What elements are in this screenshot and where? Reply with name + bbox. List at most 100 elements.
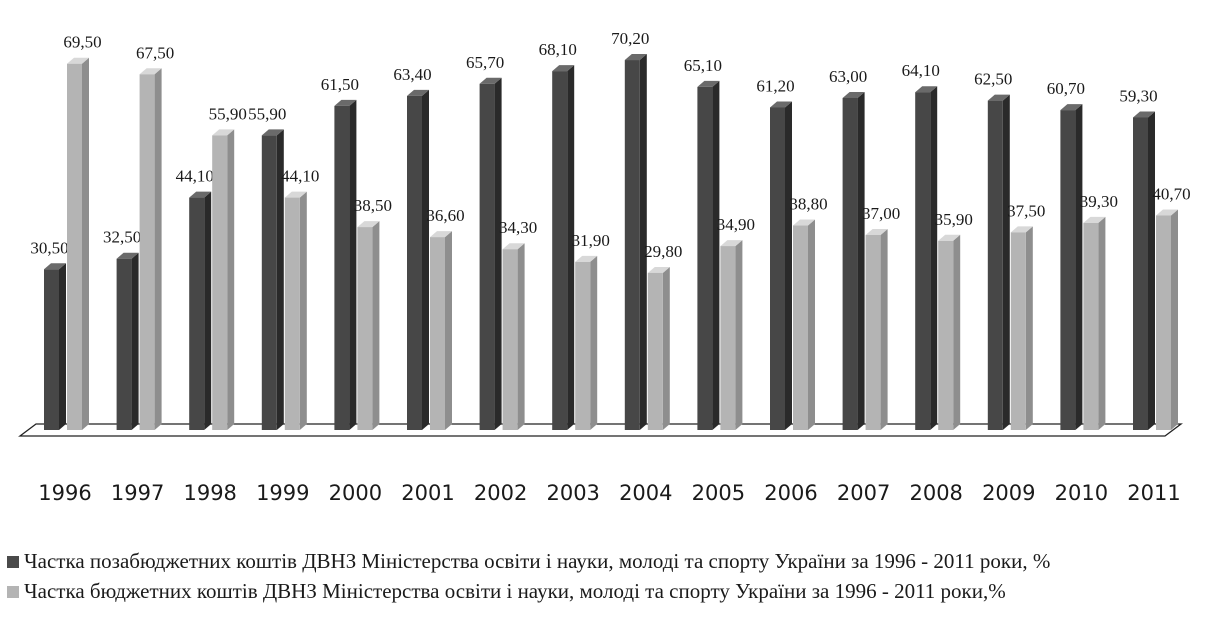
bar-top	[720, 240, 743, 247]
data-label-extrabudgetary-2007: 63,00	[829, 67, 867, 86]
bar-extrabudgetary-2011	[1133, 111, 1155, 430]
bar-front	[552, 71, 568, 430]
data-label-budgetary-2000: 38,50	[354, 196, 392, 215]
x-tick-label-2003: 2003	[546, 481, 599, 505]
bar-side	[372, 221, 380, 430]
bar-budgetary-2003	[575, 255, 598, 430]
bar-side	[1171, 209, 1178, 430]
bar-side	[590, 255, 598, 430]
bar-side	[857, 91, 865, 431]
bar-side	[422, 89, 429, 430]
bar-side	[662, 266, 670, 430]
data-label-budgetary-2011: 40,70	[1152, 185, 1190, 204]
bar-side	[276, 129, 284, 431]
bar-budgetary-2002	[502, 243, 525, 430]
bar-front	[842, 97, 858, 431]
data-label-budgetary-2010: 39,30	[1080, 192, 1118, 211]
bar-top	[647, 266, 670, 273]
x-tick-label-2005: 2005	[692, 481, 745, 505]
bar-top	[793, 219, 815, 226]
bar-top	[139, 68, 162, 75]
bar-top	[842, 91, 865, 98]
bar-side	[930, 86, 938, 431]
bar-extrabudgetary-2002	[479, 77, 502, 431]
bar-extrabudgetary-2008	[915, 86, 938, 431]
bar-front	[502, 249, 518, 430]
bar-extrabudgetary-1998	[189, 191, 212, 430]
bar-front	[212, 135, 228, 431]
bar-side	[639, 54, 647, 431]
data-label-extrabudgetary-2004: 70,20	[611, 29, 649, 48]
bar-extrabudgetary-1996	[44, 263, 66, 430]
bar-top	[770, 101, 792, 108]
data-label-extrabudgetary-2009: 62,50	[974, 70, 1012, 89]
data-label-budgetary-2005: 34,90	[717, 215, 755, 234]
legend-item-extrabudgetary: Частка позабюджетних коштів ДВНЗ Міністе…	[4, 548, 1202, 575]
data-label-budgetary-2002: 34,30	[499, 218, 537, 237]
bar-extrabudgetary-2010	[1060, 104, 1083, 431]
bar-top	[67, 57, 89, 64]
bar-top	[189, 191, 212, 198]
bar-side	[1025, 226, 1033, 430]
x-tick-label-2011: 2011	[1127, 481, 1180, 505]
bar-side	[1148, 111, 1155, 430]
data-label-extrabudgetary-2005: 65,10	[684, 56, 722, 75]
bar-side	[227, 129, 235, 431]
bar-front	[1083, 222, 1099, 430]
data-label-extrabudgetary-2001: 63,40	[393, 65, 431, 84]
bar-top	[624, 54, 647, 61]
data-label-extrabudgetary-2002: 65,70	[466, 53, 504, 72]
bar-budgetary-2000	[357, 221, 380, 430]
x-tick-label-2009: 2009	[982, 481, 1035, 505]
bar-front	[575, 261, 591, 430]
data-label-budgetary-2006: 38,80	[789, 195, 827, 214]
bar-front	[647, 272, 663, 430]
bar-budgetary-1997	[139, 68, 162, 431]
data-label-extrabudgetary-1998: 44,10	[176, 167, 214, 186]
bar-extrabudgetary-2001	[407, 89, 429, 430]
bar-top	[1133, 111, 1155, 118]
bar-side	[1002, 94, 1010, 430]
bar-side	[349, 99, 357, 431]
bar-top	[116, 252, 139, 259]
bar-top	[357, 221, 380, 228]
bar-budgetary-2008	[938, 234, 961, 430]
data-label-budgetary-1998: 55,90	[209, 104, 247, 123]
bar-front	[44, 269, 59, 430]
bar-extrabudgetary-2007	[842, 91, 865, 431]
data-label-budgetary-1996: 69,50	[63, 33, 101, 52]
bar-front	[938, 240, 954, 430]
bar-top	[938, 234, 961, 241]
bar-top	[284, 191, 307, 198]
bar-top	[430, 231, 452, 238]
bar-top	[575, 255, 598, 262]
bar-budgetary-1996	[67, 57, 89, 431]
data-label-budgetary-1999: 44,10	[281, 167, 319, 186]
data-label-budgetary-2008: 35,90	[935, 210, 973, 229]
bar-front	[915, 92, 931, 431]
bar-front	[987, 100, 1003, 430]
bar-front	[334, 105, 350, 431]
data-label-extrabudgetary-2003: 68,10	[539, 40, 577, 59]
bar-budgetary-2001	[430, 231, 452, 430]
bar-budgetary-2004	[647, 266, 670, 430]
x-tick-label-1996: 1996	[38, 481, 91, 505]
bar-extrabudgetary-2006	[770, 101, 792, 430]
bar-side	[445, 231, 452, 430]
data-label-extrabudgetary-1997: 32,50	[103, 228, 141, 247]
x-tick-label-2008: 2008	[909, 481, 962, 505]
bar-side	[735, 240, 743, 430]
bar-top	[334, 99, 357, 106]
legend-swatch-extrabudgetary	[7, 556, 19, 568]
bar-side	[808, 219, 815, 430]
bar-extrabudgetary-2004	[624, 54, 647, 431]
bar-top	[479, 77, 502, 84]
bar-side	[131, 252, 139, 430]
bar-budgetary-1999	[284, 191, 307, 430]
bar-extrabudgetary-2009	[987, 94, 1010, 430]
bar-extrabudgetary-2000	[334, 99, 357, 431]
bar-front	[1010, 232, 1026, 430]
bar-extrabudgetary-1999	[261, 129, 284, 431]
x-tick-label-2001: 2001	[401, 481, 454, 505]
x-tick-label-1999: 1999	[256, 481, 309, 505]
